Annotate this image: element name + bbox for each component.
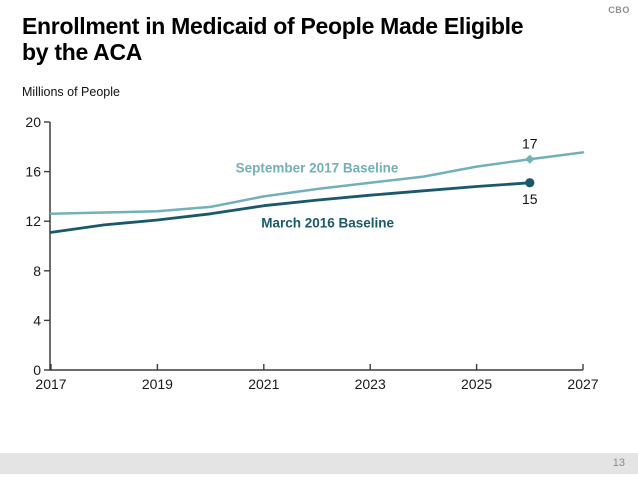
series-marker-march-2016-baseline bbox=[525, 178, 535, 188]
page-title-line2: by the ACA bbox=[22, 39, 143, 65]
marker-value-label-march-2016-baseline: 15 bbox=[522, 191, 538, 207]
x-tick-label: 2025 bbox=[461, 376, 492, 392]
footer-bar: 13 bbox=[0, 453, 638, 474]
y-tick-label: 8 bbox=[33, 263, 41, 279]
axis-lines bbox=[49, 122, 583, 371]
y-tick-label: 0 bbox=[33, 362, 41, 378]
series-label-september-2017-baseline: September 2017 Baseline bbox=[236, 160, 399, 175]
x-tick-label: 2019 bbox=[142, 376, 173, 392]
page-number: 13 bbox=[612, 457, 625, 469]
marker-value-label-september-2017-baseline: 17 bbox=[522, 136, 538, 152]
page-title-line1: Enrollment in Medicaid of People Made El… bbox=[22, 13, 524, 39]
page-title: Enrollment in Medicaid of People Made El… bbox=[22, 13, 602, 65]
x-tick-label: 2027 bbox=[567, 376, 598, 392]
x-tick-label: 2017 bbox=[35, 376, 66, 392]
series-label-march-2016-baseline: March 2016 Baseline bbox=[261, 215, 394, 230]
y-tick-label: 20 bbox=[25, 114, 41, 130]
x-tick-label: 2021 bbox=[248, 376, 279, 392]
y-tick-label: 16 bbox=[25, 164, 41, 180]
series-line-september-2017-baseline bbox=[49, 151, 585, 216]
x-tick-label: 2023 bbox=[355, 376, 386, 392]
y-tick-label: 4 bbox=[33, 312, 41, 328]
series-line-march-2016-baseline bbox=[49, 181, 532, 234]
chart-units-label: Millions of People bbox=[22, 85, 120, 99]
series-marker-september-2017-baseline bbox=[525, 154, 535, 164]
enrollment-line-chart: 0 4 8 12 16 20 2017 2019 2021 2023 2025 2027 17 Septe… bbox=[25, 114, 598, 392]
cbo-logo: CBO bbox=[608, 5, 630, 15]
y-tick-label: 12 bbox=[25, 213, 41, 229]
